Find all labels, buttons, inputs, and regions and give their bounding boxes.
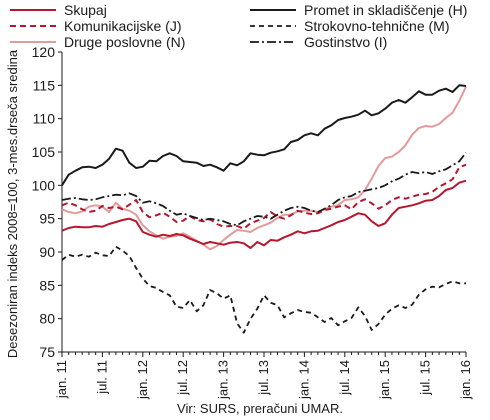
y-axis-label: Desezoniran indeks 2008=100, 3-mes.drseč… bbox=[5, 49, 20, 358]
x-tick-label: jan. 15 bbox=[377, 360, 392, 400]
y-tick-label: 100 bbox=[32, 177, 56, 193]
x-tick-label: jan. 13 bbox=[216, 360, 231, 400]
legend-label: Strokovno-tehnične (M) bbox=[304, 18, 450, 34]
y-tick-label: 120 bbox=[32, 44, 56, 60]
legend-label: Skupaj bbox=[64, 2, 107, 18]
x-tick-label: jul. 13 bbox=[256, 360, 271, 396]
y-tick-label: 90 bbox=[39, 244, 55, 260]
legend-label: Komunikacijske (J) bbox=[64, 18, 181, 34]
x-tick-label: jul. 12 bbox=[175, 360, 190, 396]
x-tick-label: jan. 11 bbox=[54, 360, 69, 399]
legend-label: Druge poslovne (N) bbox=[64, 34, 185, 50]
series-line-4 bbox=[61, 84, 467, 186]
series-line-2 bbox=[61, 163, 467, 230]
y-tick-label: 80 bbox=[39, 311, 55, 327]
y-tick-label: 105 bbox=[32, 144, 56, 160]
y-tick-label: 95 bbox=[39, 211, 55, 227]
series-line-1 bbox=[61, 179, 467, 249]
series-line-5 bbox=[61, 245, 466, 334]
y-tick-label: 110 bbox=[33, 111, 56, 127]
x-tick-label: jan. 14 bbox=[296, 360, 311, 400]
x-tick-label: jan. 16 bbox=[458, 360, 473, 400]
y-tick-label: 115 bbox=[33, 77, 56, 93]
y-tick-label: 75 bbox=[39, 344, 55, 360]
x-tick-label: jul. 15 bbox=[418, 360, 433, 396]
legend-label: Gostinstvo (I) bbox=[304, 34, 387, 50]
x-tick-label: jul. 11 bbox=[94, 360, 109, 395]
series-line-6 bbox=[61, 152, 467, 227]
plot-area: 75 80 85 90 95 100 105 110 115 120 jan. 11 jul. 11 j… bbox=[32, 44, 473, 400]
source-note: Vir: SURS, preračuni UMAR. bbox=[177, 401, 343, 416]
series-line-3 bbox=[61, 86, 467, 251]
y-tick-label: 85 bbox=[39, 277, 55, 293]
legend-label: Promet in skladiščenje (H) bbox=[304, 2, 467, 18]
x-tick-label: jul. 14 bbox=[337, 360, 352, 396]
x-tick-label: jan. 12 bbox=[135, 360, 150, 400]
